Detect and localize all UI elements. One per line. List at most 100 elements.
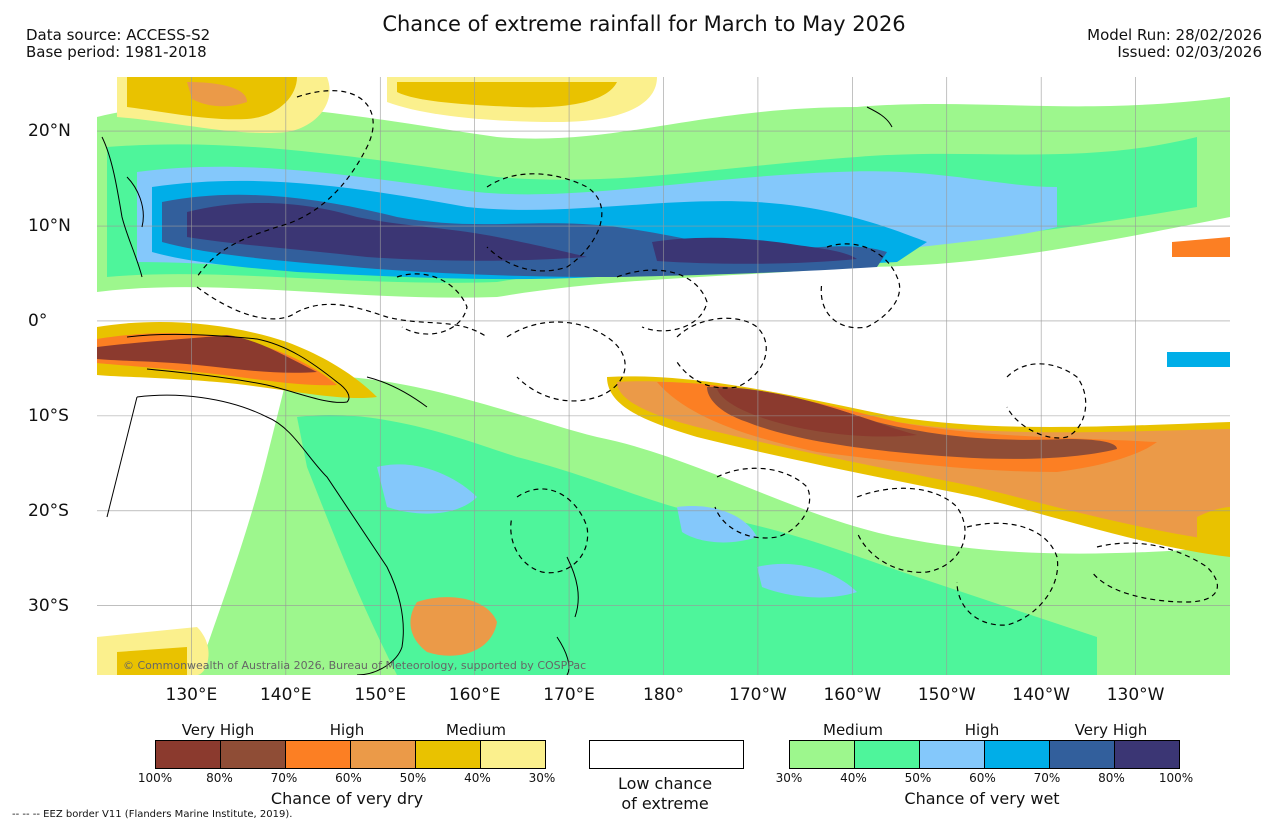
wet-tick-3: 60% [969, 771, 996, 785]
dry-east-tail [1197, 507, 1230, 552]
wet-tick-6: 100% [1158, 771, 1194, 785]
dry-swatch-5 [481, 741, 545, 768]
lat-label-5: 30°S [28, 595, 69, 616]
lat-label-0: 20°N [28, 121, 71, 142]
map-canvas [97, 77, 1230, 675]
lon-label-1: 140°E [259, 685, 312, 705]
wet-tick-1: 40% [840, 771, 867, 785]
wet-tick-4: 70% [1033, 771, 1061, 785]
dry-caption: Chance of very dry [270, 789, 424, 808]
coastline-philippines [101, 136, 144, 278]
lat-label-1: 10°N [28, 216, 71, 237]
lon-label-5: 180° [643, 685, 684, 705]
data-source: Data source: ACCESS-S2 [26, 26, 211, 44]
issued-date: Issued: 02/03/2026 [1117, 43, 1262, 61]
wet-swatch-3 [985, 741, 1050, 768]
dry-color-scale [155, 740, 546, 769]
grid-lines [97, 77, 1230, 675]
dry-south-patch-1 [410, 597, 497, 656]
lon-label-3: 160°E [448, 685, 501, 705]
wet-south-blue-1 [377, 464, 477, 514]
dry-tick-6: 30% [528, 771, 556, 785]
dry-south-band-darkbrown [717, 388, 917, 437]
lat-label-4: 20°S [28, 500, 69, 521]
wet-swatch-2 [920, 741, 985, 768]
eez-border-14 [616, 269, 708, 332]
wet-band-north-verydark [187, 202, 587, 261]
map-copyright: © Commonwealth of Australia 2026, Bureau… [123, 659, 587, 672]
dry-tick-3: 60% [335, 771, 362, 785]
low-chance-swatch [589, 740, 744, 769]
base-period: Base period: 1981-2018 [26, 43, 207, 61]
wet-swatch-0 [790, 741, 855, 768]
lon-label-7: 160°W [823, 685, 882, 705]
dry-tick-0: 100% [137, 771, 173, 785]
lon-label-9: 140°W [1012, 685, 1071, 705]
wet-category-very-high: Very High [1074, 721, 1148, 739]
wet-south-light [297, 415, 1097, 675]
eez-border-12 [510, 488, 589, 574]
lon-label-6: 170°W [729, 685, 787, 705]
dry-category-high: High [329, 721, 365, 739]
wet-tick-5: 80% [1098, 771, 1125, 785]
wet-color-scale [789, 740, 1180, 769]
lat-label-2: 0° [28, 310, 48, 331]
metadata-right: Model Run: 28/02/2026 Issued: 02/03/2026 [1087, 27, 1262, 61]
dry-swatch-2 [286, 741, 351, 768]
dry-northeast-orange [1172, 237, 1230, 257]
eez-border-11 [1091, 542, 1218, 603]
low-chance-line2: of extreme [621, 794, 709, 813]
dry-tick-1: 80% [206, 771, 233, 785]
metadata-left: Data source: ACCESS-S2 Base period: 1981… [26, 27, 210, 61]
map-title: Chance of extreme rainfall for March to … [382, 12, 906, 36]
eez-footnote: -- -- -- EEZ border V11 (Flanders Marine… [12, 809, 293, 820]
dry-south-patch-3 [117, 647, 187, 675]
lon-label-2: 150°E [354, 685, 407, 705]
dry-tick-4: 50% [399, 771, 427, 785]
wet-swatch-5 [1115, 741, 1179, 768]
eez-borders [196, 90, 1218, 626]
eez-border-13 [396, 273, 468, 335]
wet-category-high: High [964, 721, 1000, 739]
dry-north-center-medium [397, 82, 617, 108]
dry-swatch-4 [416, 741, 481, 768]
eez-border-9 [856, 487, 966, 573]
eez-border-8 [714, 467, 811, 539]
wet-core-east [652, 237, 857, 264]
wet-tick-2: 50% [904, 771, 932, 785]
rainfall-map [97, 77, 1230, 675]
eez-border-7 [1006, 363, 1087, 439]
wet-tick-0: 30% [775, 771, 803, 785]
coastline-australia [106, 394, 404, 675]
eez-border-10 [956, 522, 1059, 626]
coastline-newzealand [556, 556, 579, 675]
eez-border-5 [676, 317, 767, 389]
coastline-hawaii [866, 106, 893, 128]
wet-swatch-1 [855, 741, 920, 768]
wet-southeast-cyan [1167, 352, 1230, 367]
wet-swatch-4 [1050, 741, 1115, 768]
lat-label-3: 10°S [28, 405, 69, 426]
dry-swatch-3 [351, 741, 416, 768]
lon-label-4: 170°E [543, 685, 595, 705]
lon-label-0: 130°E [165, 685, 218, 705]
dry-newguinea-brown [97, 335, 317, 373]
coastlines [101, 106, 893, 675]
eez-border-3 [486, 173, 603, 272]
wet-category-medium: Medium [823, 721, 883, 739]
low-chance-line1: Low chance [617, 774, 713, 793]
dry-anomaly-layer [97, 77, 1230, 675]
lon-label-8: 150°W [917, 685, 976, 705]
dry-north-west-orange [187, 82, 247, 107]
coastline-solomons [366, 376, 428, 408]
coastline-newguinea [126, 333, 350, 403]
low-chance-label: Low chance of extreme [618, 774, 712, 814]
dry-swatch-1 [221, 741, 286, 768]
eez-border-1 [196, 90, 374, 278]
wet-south-blue-3 [757, 563, 857, 598]
wet-south-blue-2 [677, 506, 757, 543]
wet-caption: Chance of very wet [904, 789, 1060, 808]
model-run: Model Run: 28/02/2026 [1087, 26, 1262, 44]
eez-border-4 [506, 321, 626, 402]
lon-label-10: 130°W [1106, 685, 1165, 705]
